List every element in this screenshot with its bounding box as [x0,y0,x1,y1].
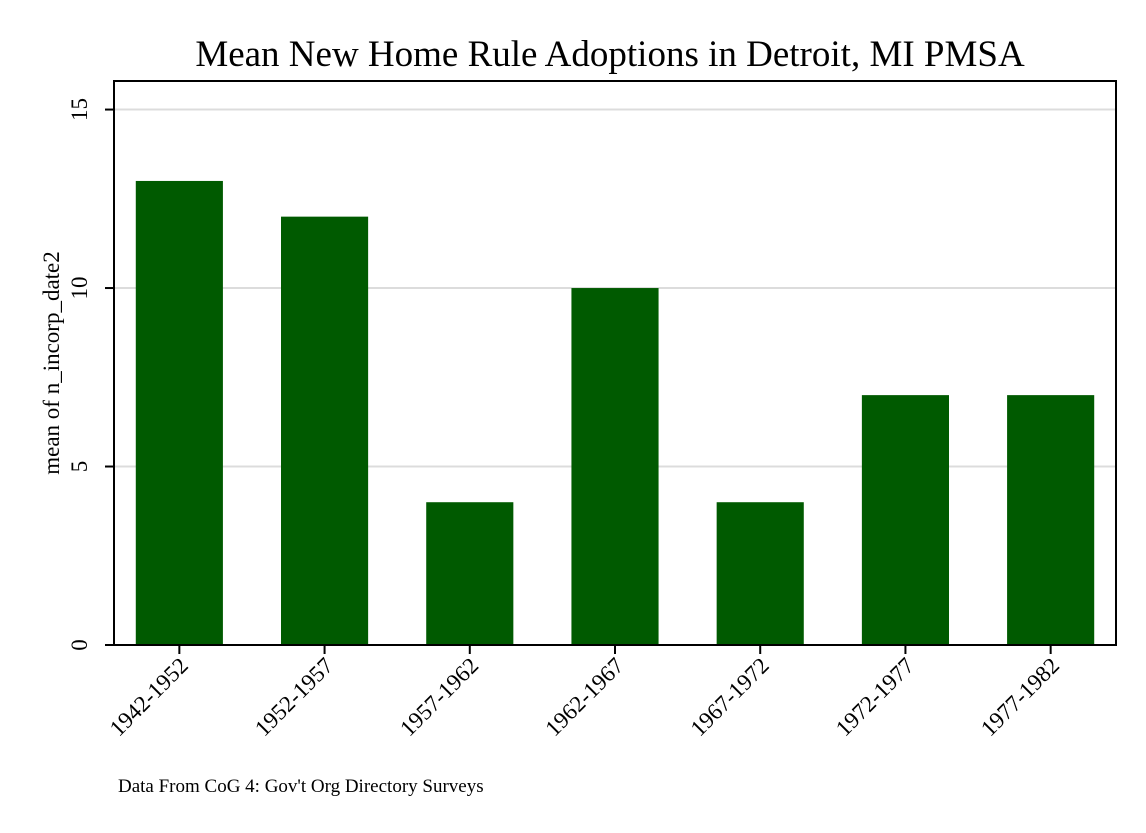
y-tick-label: 15 [67,98,92,121]
bars [135,180,1095,645]
x-tick-label: 1977-1982 [976,653,1064,741]
y-tick-label: 10 [67,277,92,300]
bar-1952-1957 [281,216,369,645]
x-tick-label: 1942-1952 [105,653,193,741]
x-tick-label: 1972-1977 [831,653,919,741]
y-tick-label: 5 [67,461,92,473]
x-tick-label: 1962-1967 [540,653,628,741]
x-tick-label: 1957-1962 [395,653,483,741]
bar-1972-1977 [861,395,949,645]
bar-1957-1962 [426,502,514,645]
x-tick-label: 1967-1972 [686,653,774,741]
bar-1967-1972 [716,502,804,645]
x-axis-ticks: 1942-1952 1952-1957 1957-1962 1962-1967 1967… [105,645,1064,741]
y-axis-ticks: 0 5 10 15 [67,98,114,651]
bar-1977-1982 [1007,395,1095,645]
source-note: Data From CoG 4: Gov't Org Directory Sur… [118,776,484,797]
x-tick-label: 1952-1957 [250,653,338,741]
chart-title: Mean New Home Rule Adoptions in Detroit,… [195,34,1025,75]
y-axis-label: mean of n_incorp_date2 [39,251,64,475]
bar-1962-1967 [571,288,659,645]
bar-1942-1952 [135,180,223,645]
y-tick-label: 0 [67,639,92,651]
